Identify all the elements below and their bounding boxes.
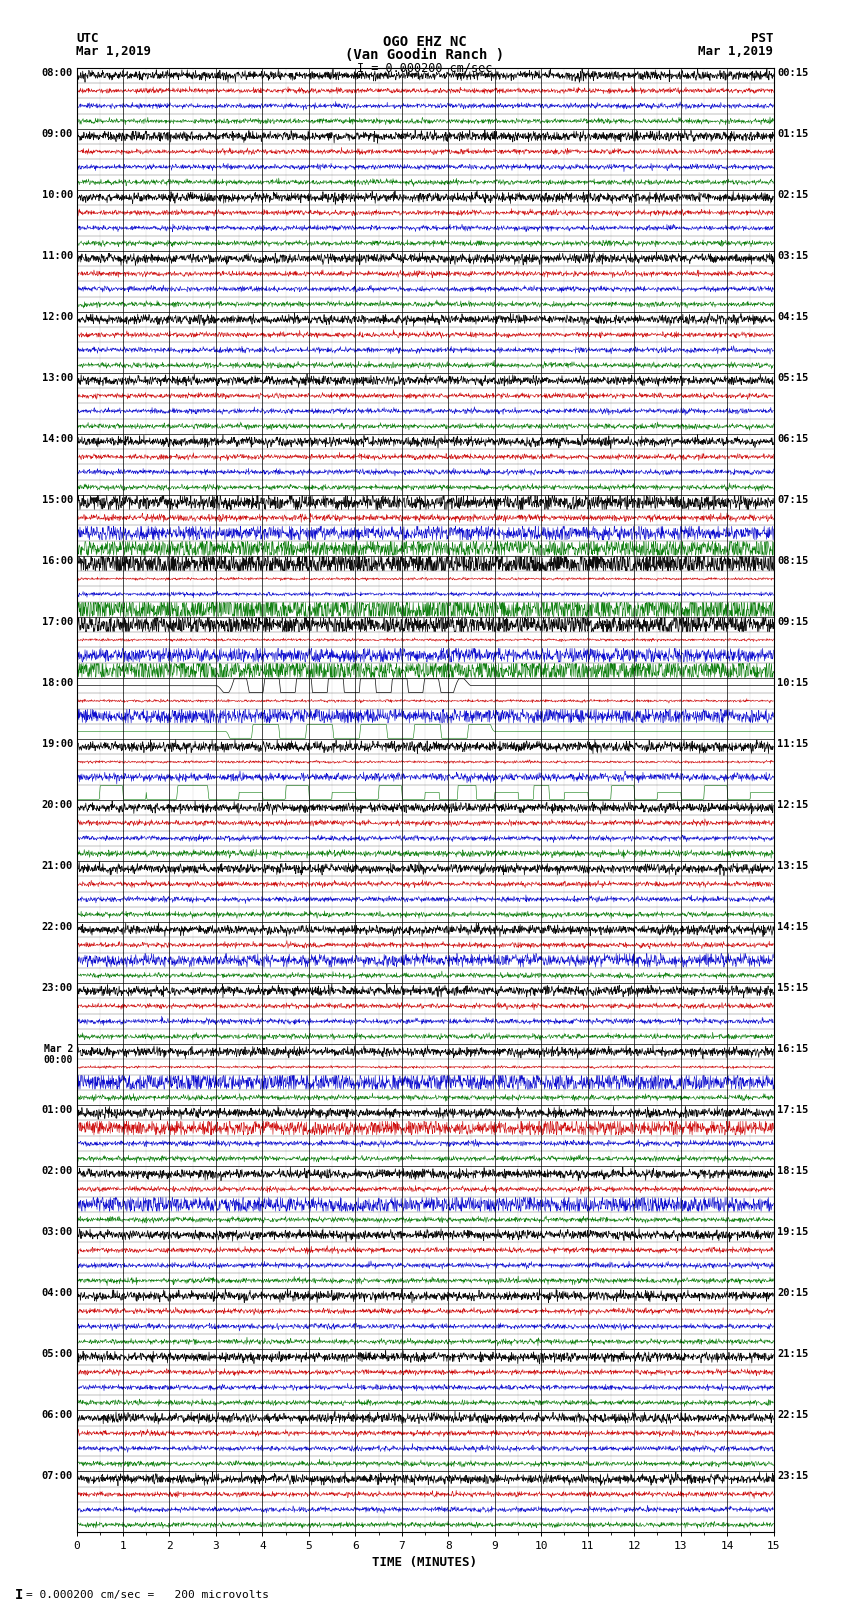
Text: Mar 1,2019: Mar 1,2019 xyxy=(699,45,774,58)
Text: 21:15: 21:15 xyxy=(777,1348,808,1360)
Text: 00:15: 00:15 xyxy=(777,68,808,77)
Text: = 0.000200 cm/sec =   200 microvolts: = 0.000200 cm/sec = 200 microvolts xyxy=(26,1590,269,1600)
Text: 05:15: 05:15 xyxy=(777,373,808,382)
X-axis label: TIME (MINUTES): TIME (MINUTES) xyxy=(372,1555,478,1568)
Text: 13:00: 13:00 xyxy=(42,373,73,382)
Text: 08:15: 08:15 xyxy=(777,556,808,566)
Text: PST: PST xyxy=(751,32,774,45)
Text: 22:15: 22:15 xyxy=(777,1410,808,1421)
Text: 12:00: 12:00 xyxy=(42,311,73,323)
Text: 15:15: 15:15 xyxy=(777,982,808,994)
Text: 22:00: 22:00 xyxy=(42,923,73,932)
Text: 01:15: 01:15 xyxy=(777,129,808,139)
Text: 04:00: 04:00 xyxy=(42,1289,73,1298)
Text: 19:00: 19:00 xyxy=(42,739,73,748)
Text: I = 0.000200 cm/sec: I = 0.000200 cm/sec xyxy=(357,61,493,74)
Text: 09:00: 09:00 xyxy=(42,129,73,139)
Text: 02:15: 02:15 xyxy=(777,190,808,200)
Text: 16:00: 16:00 xyxy=(42,556,73,566)
Text: 20:15: 20:15 xyxy=(777,1289,808,1298)
Text: 18:00: 18:00 xyxy=(42,677,73,689)
Text: 18:15: 18:15 xyxy=(777,1166,808,1176)
Text: I: I xyxy=(15,1587,24,1602)
Text: 20:00: 20:00 xyxy=(42,800,73,810)
Text: 23:00: 23:00 xyxy=(42,982,73,994)
Text: 21:00: 21:00 xyxy=(42,861,73,871)
Text: 13:15: 13:15 xyxy=(777,861,808,871)
Text: 10:00: 10:00 xyxy=(42,190,73,200)
Text: 11:15: 11:15 xyxy=(777,739,808,748)
Text: (Van Goodin Ranch ): (Van Goodin Ranch ) xyxy=(345,48,505,63)
Text: 10:15: 10:15 xyxy=(777,677,808,689)
Text: 06:15: 06:15 xyxy=(777,434,808,444)
Text: 03:15: 03:15 xyxy=(777,252,808,261)
Text: OGO EHZ NC: OGO EHZ NC xyxy=(383,35,467,50)
Text: 17:15: 17:15 xyxy=(777,1105,808,1115)
Text: 04:15: 04:15 xyxy=(777,311,808,323)
Text: 19:15: 19:15 xyxy=(777,1227,808,1237)
Text: Mar 1,2019: Mar 1,2019 xyxy=(76,45,151,58)
Text: 14:00: 14:00 xyxy=(42,434,73,444)
Text: 15:00: 15:00 xyxy=(42,495,73,505)
Text: 01:00: 01:00 xyxy=(42,1105,73,1115)
Text: 06:00: 06:00 xyxy=(42,1410,73,1421)
Text: 05:00: 05:00 xyxy=(42,1348,73,1360)
Text: 23:15: 23:15 xyxy=(777,1471,808,1481)
Text: 17:00: 17:00 xyxy=(42,618,73,627)
Text: Mar 2
00:00: Mar 2 00:00 xyxy=(43,1044,73,1065)
Text: 03:00: 03:00 xyxy=(42,1227,73,1237)
Text: 12:15: 12:15 xyxy=(777,800,808,810)
Text: 02:00: 02:00 xyxy=(42,1166,73,1176)
Text: 09:15: 09:15 xyxy=(777,618,808,627)
Text: 07:00: 07:00 xyxy=(42,1471,73,1481)
Text: UTC: UTC xyxy=(76,32,99,45)
Text: 07:15: 07:15 xyxy=(777,495,808,505)
Text: 16:15: 16:15 xyxy=(777,1044,808,1055)
Text: 11:00: 11:00 xyxy=(42,252,73,261)
Text: 08:00: 08:00 xyxy=(42,68,73,77)
Text: 14:15: 14:15 xyxy=(777,923,808,932)
